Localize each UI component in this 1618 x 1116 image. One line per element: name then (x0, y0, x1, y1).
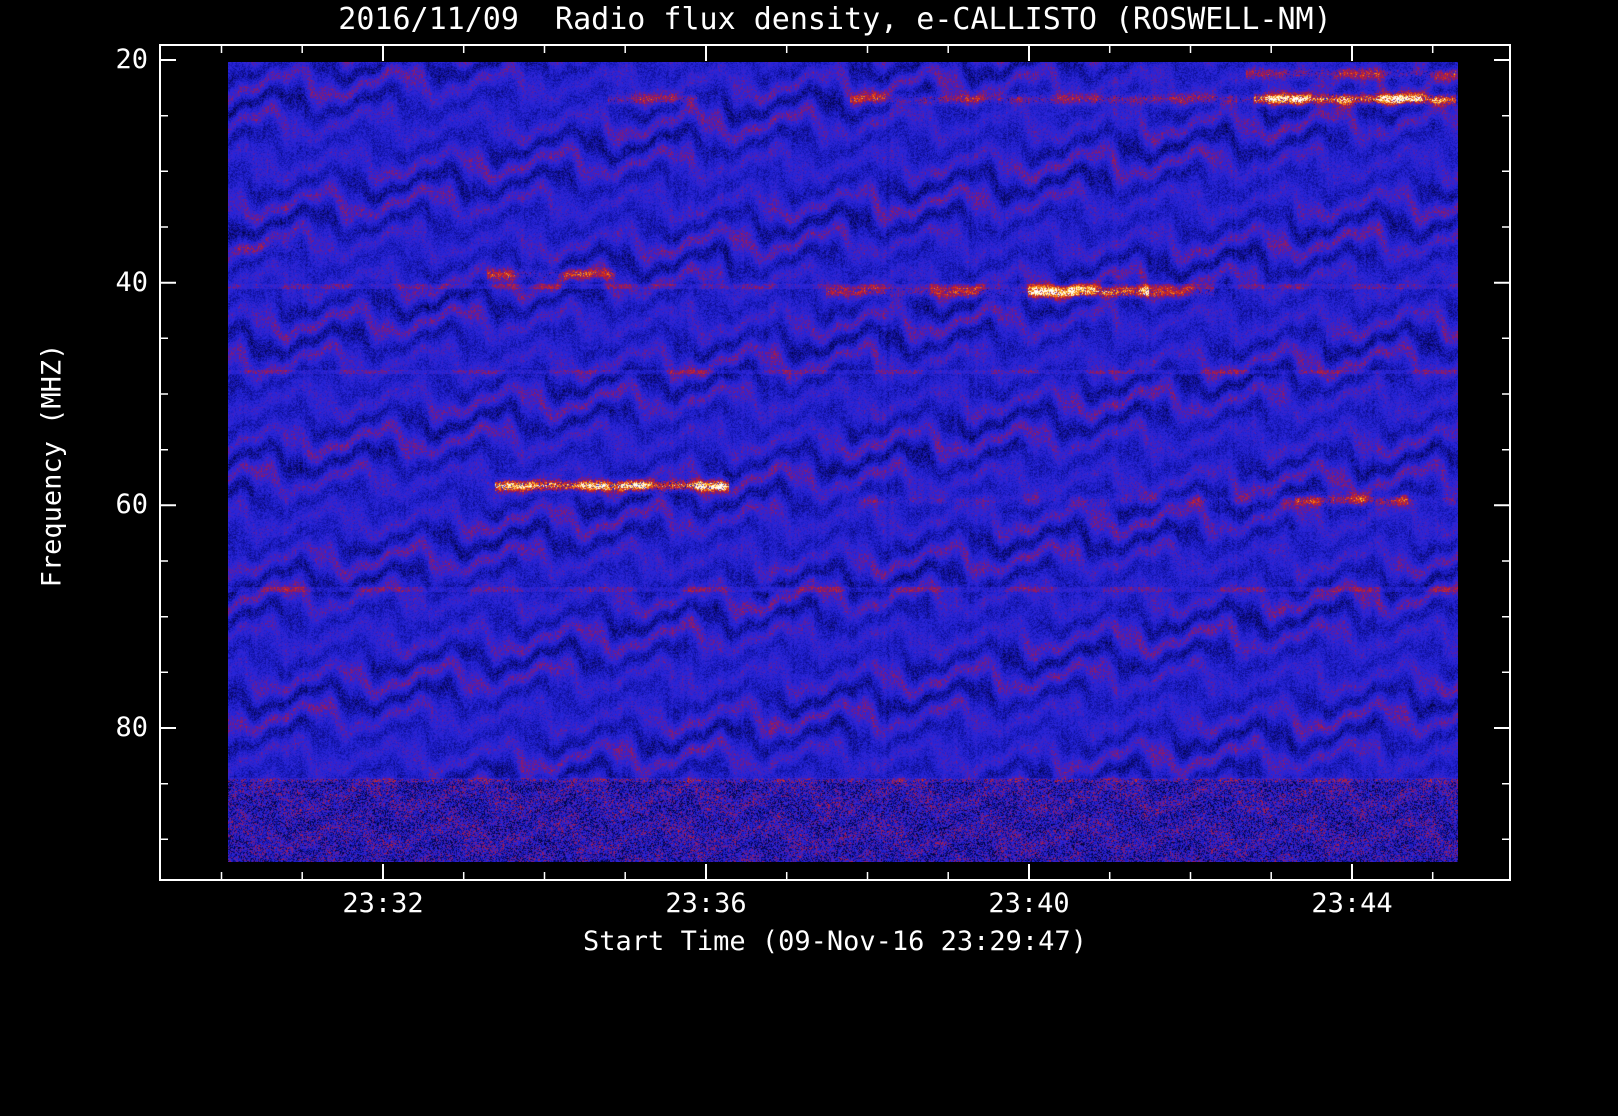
x-tick-label: 23:40 (988, 888, 1070, 919)
x-tick-label: 23:44 (1311, 888, 1393, 919)
spectrogram-page: 2016/11/09 Radio flux density, e-CALLIST… (36, 2, 1511, 957)
y-tick-label: 40 (115, 266, 148, 298)
y-tick-label: 20 (115, 44, 148, 75)
y-tick-label: 60 (115, 489, 148, 521)
chart-title: 2016/11/09 Radio flux density, e-CALLIST… (338, 2, 1332, 37)
axes-frame (159, 44, 1511, 881)
x-axis-label: Start Time (09-Nov-16 23:29:47) (583, 926, 1087, 957)
y-tick-label: 80 (115, 711, 148, 743)
spectrogram-image (228, 62, 1458, 862)
x-tick-label: 23:32 (342, 888, 424, 919)
x-tick-label: 23:36 (665, 888, 747, 919)
